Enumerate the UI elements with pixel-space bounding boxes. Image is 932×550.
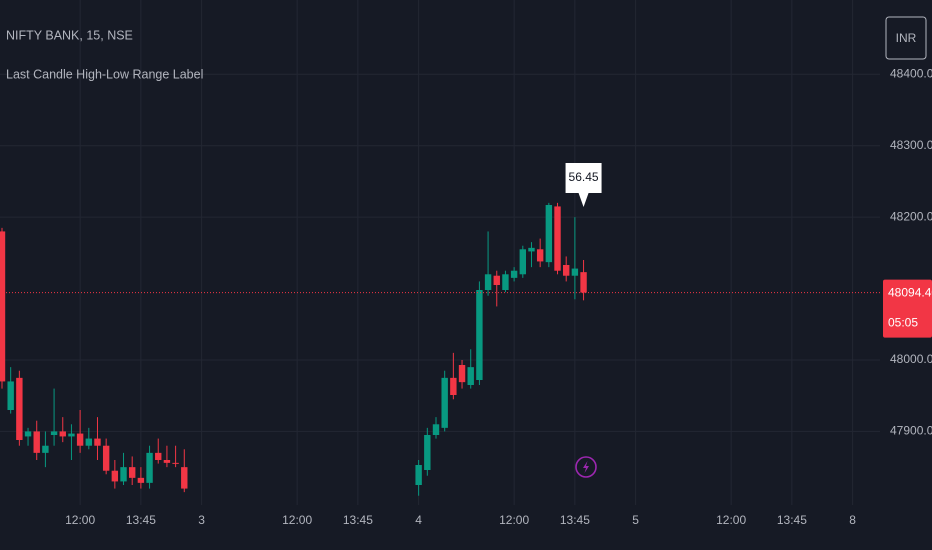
currency-label[interactable]: INR (896, 31, 917, 45)
candle-body (415, 465, 422, 485)
lightning-icon[interactable] (575, 456, 597, 478)
candle-body (155, 452, 162, 460)
x-tick-label: 12:00 (282, 513, 312, 527)
candle-body (502, 274, 509, 290)
candle-body (137, 477, 145, 483)
x-tick-label: 13:45 (126, 513, 156, 527)
candle-body (42, 445, 49, 453)
candle-body (519, 249, 526, 275)
candle-body (536, 249, 544, 262)
candle-body (0, 231, 6, 382)
range-label-box (565, 163, 602, 207)
x-tick-label: 12:00 (716, 513, 746, 527)
candle-body (424, 435, 431, 470)
candle-body (563, 265, 570, 276)
candle-body (181, 467, 188, 489)
range-label: 56.45 (569, 170, 599, 184)
x-tick-label: 13:45 (777, 513, 807, 527)
x-tick-label: 13:45 (343, 513, 373, 527)
indicator-name: Last Candle High-Low Range Label (6, 67, 203, 81)
candle-body (94, 438, 101, 446)
y-tick-label: 48200.00 (890, 209, 932, 223)
candles (0, 202, 587, 496)
candle-body (59, 431, 66, 437)
countdown: 05:05 (888, 316, 918, 330)
candle-body (450, 377, 457, 395)
currency-box[interactable] (885, 16, 927, 60)
chart-title: NIFTY BANK, 15, NSE (6, 28, 133, 42)
icon-circle[interactable] (575, 456, 597, 478)
candle-body (432, 424, 440, 435)
y-tick-label: 47900.00 (890, 424, 932, 438)
x-tick-label: 3 (198, 513, 205, 527)
candle-body (68, 433, 75, 437)
candle-body (441, 377, 448, 428)
x-tick-label: 13:45 (560, 513, 590, 527)
candle-body (102, 445, 110, 471)
candle-body (172, 462, 179, 464)
candle-body (476, 290, 483, 380)
candle-body (129, 467, 136, 478)
candle-body (493, 275, 500, 285)
candle-body (16, 377, 23, 440)
x-tick-label: 12:00 (65, 513, 95, 527)
candle-body (85, 438, 92, 446)
y-tick-label: 48400.00 (890, 66, 932, 80)
candle-body (580, 272, 587, 293)
candle-body (571, 268, 579, 276)
candle-body (146, 452, 153, 483)
candle-body (510, 270, 518, 278)
candle-body (111, 470, 119, 482)
candle-body (7, 381, 14, 410)
candle-body (33, 431, 40, 453)
x-tick-label: 5 (632, 513, 639, 527)
candle-body (545, 205, 553, 263)
candle-body (467, 367, 474, 385)
x-tick-label: 12:00 (499, 513, 529, 527)
price-label: 48094.40 (888, 286, 932, 300)
x-tick-label: 4 (415, 513, 422, 527)
grid (0, 0, 880, 505)
y-tick-label: 48300.00 (890, 138, 932, 152)
candle-body (163, 460, 171, 463)
icon-bolt[interactable] (583, 461, 589, 473)
candle-body (458, 365, 466, 383)
price-label-bg (883, 279, 932, 338)
y-tick-label: 48000.00 (890, 352, 932, 366)
candle-body (554, 206, 561, 271)
candle-body (24, 431, 32, 437)
candle-body (50, 431, 58, 435)
candle-body (528, 247, 535, 252)
candle-body (484, 274, 492, 290)
x-tick-label: 8 (849, 513, 856, 527)
candle-body (76, 433, 84, 446)
candle-body (120, 467, 127, 482)
